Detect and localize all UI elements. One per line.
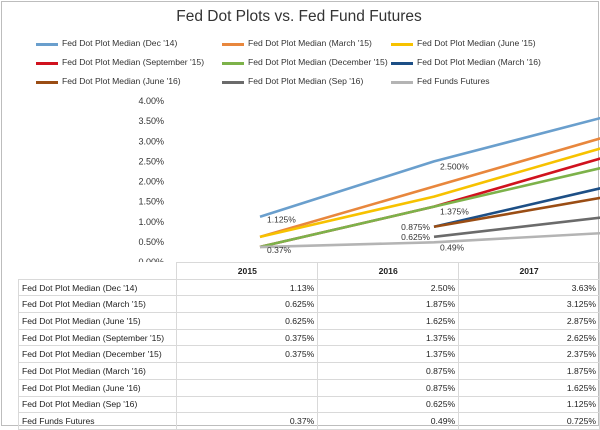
series-line-fed-dot-plot-median-march-16 bbox=[433, 187, 600, 229]
table-row: Fed Dot Plot Median (December '15) 0.375%… bbox=[17, 345, 600, 364]
y-tick-label: 0.50% bbox=[138, 237, 164, 247]
table-cell: 1.125% bbox=[458, 395, 600, 414]
table-row: Fed Dot Plot Median (Dec '14) 1.13% 2.50% 3… bbox=[17, 278, 600, 297]
table-cell: 3.63% bbox=[458, 278, 600, 297]
table-row-label: Fed Dot Plot Median (March '15) bbox=[17, 295, 178, 314]
chart-title: Fed Dot Plots vs. Fed Fund Futures bbox=[176, 8, 422, 25]
table-row-label: Fed Dot Plot Median (December '15) bbox=[17, 345, 178, 364]
y-tick-label: 2.50% bbox=[138, 156, 164, 166]
table-cell bbox=[176, 362, 319, 380]
legend-swatch bbox=[222, 62, 244, 65]
line-plot-area: 0.00% 0.50% 1.00% 1.50% 2.00% 2.50% 3.00% 3.50%… bbox=[138, 96, 600, 262]
legend-swatch bbox=[222, 43, 244, 46]
table-row-label: Fed Dot Plot Median (March '16) bbox=[17, 362, 178, 380]
data-label: 2.500% bbox=[440, 161, 469, 171]
data-label: 1.375% bbox=[440, 207, 469, 217]
table-cell: 0.875% bbox=[317, 378, 460, 397]
legend-label: Fed Dot Plot Median (March '15) bbox=[248, 38, 372, 48]
data-label: 0.49% bbox=[440, 242, 465, 252]
y-tick-label: 3.00% bbox=[138, 136, 164, 146]
table-cell: 0.375% bbox=[176, 328, 319, 347]
table-row-label: Fed Dot Plot Median (September '15) bbox=[17, 328, 178, 347]
table-cell: 0.875% bbox=[317, 362, 460, 380]
legend-label: Fed Dot Plot Median (December '15) bbox=[248, 57, 388, 67]
legend-label: Fed Dot Plot Median (March '16) bbox=[417, 57, 541, 67]
legend-label: Fed Dot Plot Median (Sep '16) bbox=[248, 76, 364, 86]
data-label: 0.625% bbox=[401, 232, 430, 242]
table-corner-cell bbox=[18, 262, 178, 280]
table-row: Fed Dot Plot Median (March '16) 0.875% 1.8… bbox=[17, 362, 600, 380]
series-line-fed-dot-plot-median-march-15 bbox=[259, 137, 600, 239]
table-header-row: 2015 2016 2017 bbox=[18, 262, 600, 280]
table-row-label: Fed Dot Plot Median (June '16) bbox=[17, 378, 178, 397]
table-cell: 1.625% bbox=[458, 378, 600, 397]
table-cell: 2.625% bbox=[458, 328, 600, 347]
series-line-fed-dot-plot-median-dec-14 bbox=[259, 116, 600, 218]
legend-label: Fed Dot Plot Median (September '15) bbox=[62, 57, 205, 67]
table-cell: 2.50% bbox=[317, 278, 460, 297]
y-tick-label: 3.50% bbox=[138, 116, 164, 126]
x-category-label: 2017 bbox=[458, 262, 600, 280]
table-cell: 2.875% bbox=[458, 312, 600, 330]
table-row: Fed Dot Plot Median (June '15) 0.625% 1.62… bbox=[17, 312, 600, 330]
table-row: Fed Dot Plot Median (June '16) 0.875% 1.62… bbox=[17, 378, 600, 397]
table-cell: 0.625% bbox=[176, 295, 319, 314]
legend-swatch bbox=[391, 62, 413, 65]
data-label: 1.125% bbox=[267, 215, 296, 225]
series-line-fed-dot-plot-median-sep-16 bbox=[433, 216, 600, 239]
table-cell: 0.375% bbox=[176, 345, 319, 364]
chart-legend: Fed Dot Plot Median (Dec '14) Fed Dot Plo… bbox=[0, 0, 600, 95]
legend-label: Fed Dot Plot Median (June '15) bbox=[417, 38, 536, 48]
y-tick-label: 4.00% bbox=[138, 96, 164, 106]
table-cell: 0.625% bbox=[317, 395, 460, 414]
table-row: Fed Dot Plot Median (March '15) 0.625% 1.8… bbox=[17, 295, 600, 314]
data-label: 0.37% bbox=[267, 245, 292, 255]
table-cell: 1.375% bbox=[317, 345, 460, 364]
table-row: Fed Dot Plot Median (September '15) 0.375… bbox=[17, 328, 600, 347]
data-table: 2015 2016 2017 Fed Dot Plot Median (Dec '14… bbox=[17, 262, 600, 430]
table-cell: 3.125% bbox=[458, 295, 600, 314]
legend-swatch bbox=[36, 62, 58, 65]
legend-swatch bbox=[391, 43, 413, 46]
y-tick-label: 1.00% bbox=[138, 217, 164, 227]
series-line-fed-dot-plot-median-june-16 bbox=[433, 196, 600, 229]
legend-swatch bbox=[391, 81, 413, 84]
data-label: 0.875% bbox=[401, 222, 430, 232]
table-cell: 2.375% bbox=[458, 345, 600, 364]
table-row-label: Fed Dot Plot Median (Dec '14) bbox=[17, 278, 178, 297]
table-row-label: Fed Dot Plot Median (Sep '16) bbox=[17, 395, 178, 414]
table-cell: 1.875% bbox=[317, 295, 460, 314]
table-cell: 1.13% bbox=[176, 278, 319, 297]
table-row-label: Fed Dot Plot Median (June '15) bbox=[17, 312, 178, 330]
series-line-fed-dot-plot-median-june-15 bbox=[259, 147, 600, 239]
legend-swatch bbox=[36, 43, 58, 46]
series-line-fed-dot-plot-median-december-15 bbox=[259, 166, 600, 249]
x-category-label: 2015 bbox=[176, 262, 319, 280]
table-cell: 1.875% bbox=[458, 362, 600, 380]
legend-swatch bbox=[222, 81, 244, 84]
series-line-fed-funds-futures bbox=[259, 231, 600, 249]
legend-label: Fed Dot Plot Median (June '16) bbox=[62, 76, 181, 86]
y-tick-label: 1.50% bbox=[138, 197, 164, 207]
legend-label: Fed Funds Futures bbox=[417, 76, 490, 86]
table-cell bbox=[176, 378, 319, 397]
legend-swatch bbox=[36, 81, 58, 84]
table-cell: 1.375% bbox=[317, 328, 460, 347]
y-tick-label: 2.00% bbox=[138, 177, 164, 187]
table-cell: 1.625% bbox=[317, 312, 460, 330]
table-cell: 0.625% bbox=[176, 312, 319, 330]
y-tick-label: 0.00% bbox=[138, 257, 164, 262]
table-cell bbox=[176, 395, 319, 414]
table-row: Fed Dot Plot Median (Sep '16) 0.625% 1.125… bbox=[17, 395, 600, 414]
legend-label: Fed Dot Plot Median (Dec '14) bbox=[62, 38, 178, 48]
x-category-label: 2016 bbox=[317, 262, 460, 280]
